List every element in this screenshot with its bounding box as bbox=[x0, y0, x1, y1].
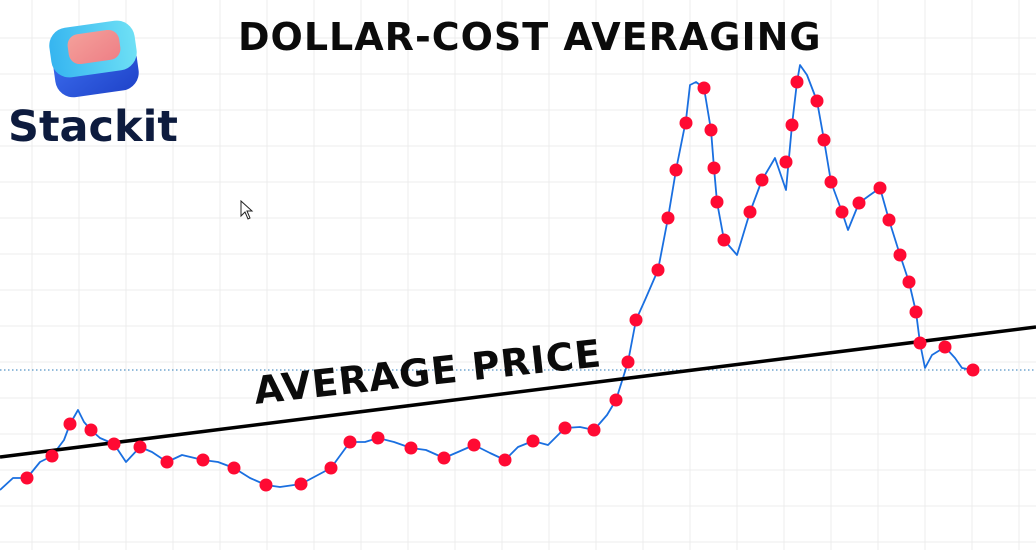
purchase-point bbox=[743, 205, 757, 219]
purchase-point bbox=[63, 417, 77, 431]
purchase-point bbox=[651, 263, 665, 277]
purchase-point bbox=[558, 421, 572, 435]
purchase-point bbox=[84, 423, 98, 437]
purchase-point bbox=[909, 305, 923, 319]
purchase-point bbox=[107, 437, 121, 451]
purchase-point bbox=[661, 211, 675, 225]
purchase-point bbox=[609, 393, 623, 407]
purchase-point bbox=[873, 181, 887, 195]
purchase-point bbox=[498, 453, 512, 467]
purchase-point bbox=[810, 94, 824, 108]
purchase-point bbox=[966, 363, 980, 377]
purchase-point bbox=[697, 81, 711, 95]
purchase-point bbox=[621, 355, 635, 369]
purchase-point bbox=[294, 477, 308, 491]
purchase-point bbox=[707, 161, 721, 175]
purchase-point bbox=[196, 453, 210, 467]
average-price-line bbox=[0, 325, 1036, 459]
chart-title: DOLLAR-COST AVERAGING bbox=[238, 15, 822, 59]
purchase-point bbox=[324, 461, 338, 475]
purchase-point bbox=[779, 155, 793, 169]
purchase-point bbox=[20, 471, 34, 485]
purchase-point bbox=[259, 478, 273, 492]
purchase-point bbox=[824, 175, 838, 189]
purchase-point bbox=[404, 441, 418, 455]
purchase-point bbox=[913, 336, 927, 350]
stackit-logo: Stackit bbox=[8, 10, 188, 150]
purchase-point bbox=[587, 423, 601, 437]
purchase-point bbox=[343, 435, 357, 449]
price-line bbox=[0, 64, 974, 491]
stacked-layers-icon bbox=[49, 20, 139, 98]
purchase-point bbox=[467, 438, 481, 452]
purchase-point bbox=[371, 431, 385, 445]
purchase-point bbox=[835, 205, 849, 219]
mouse-cursor-icon bbox=[240, 200, 254, 220]
purchase-point bbox=[437, 451, 451, 465]
purchase-point bbox=[45, 449, 59, 463]
purchase-point bbox=[704, 123, 718, 137]
purchase-point bbox=[790, 75, 804, 89]
purchase-point bbox=[938, 340, 952, 354]
purchase-point bbox=[710, 195, 724, 209]
purchase-point bbox=[227, 461, 241, 475]
purchase-point bbox=[133, 440, 147, 454]
purchase-point bbox=[679, 116, 693, 130]
purchase-point bbox=[902, 275, 916, 289]
purchase-point bbox=[755, 173, 769, 187]
purchase-points bbox=[20, 75, 980, 492]
purchase-point bbox=[717, 233, 731, 247]
purchase-point bbox=[160, 455, 174, 469]
purchase-point bbox=[785, 118, 799, 132]
purchase-point bbox=[526, 434, 540, 448]
purchase-point bbox=[852, 196, 866, 210]
purchase-point bbox=[893, 248, 907, 262]
purchase-point bbox=[817, 133, 831, 147]
purchase-point bbox=[629, 313, 643, 327]
purchase-point bbox=[669, 163, 683, 177]
purchase-point bbox=[882, 213, 896, 227]
logo-text: Stackit bbox=[8, 102, 178, 152]
